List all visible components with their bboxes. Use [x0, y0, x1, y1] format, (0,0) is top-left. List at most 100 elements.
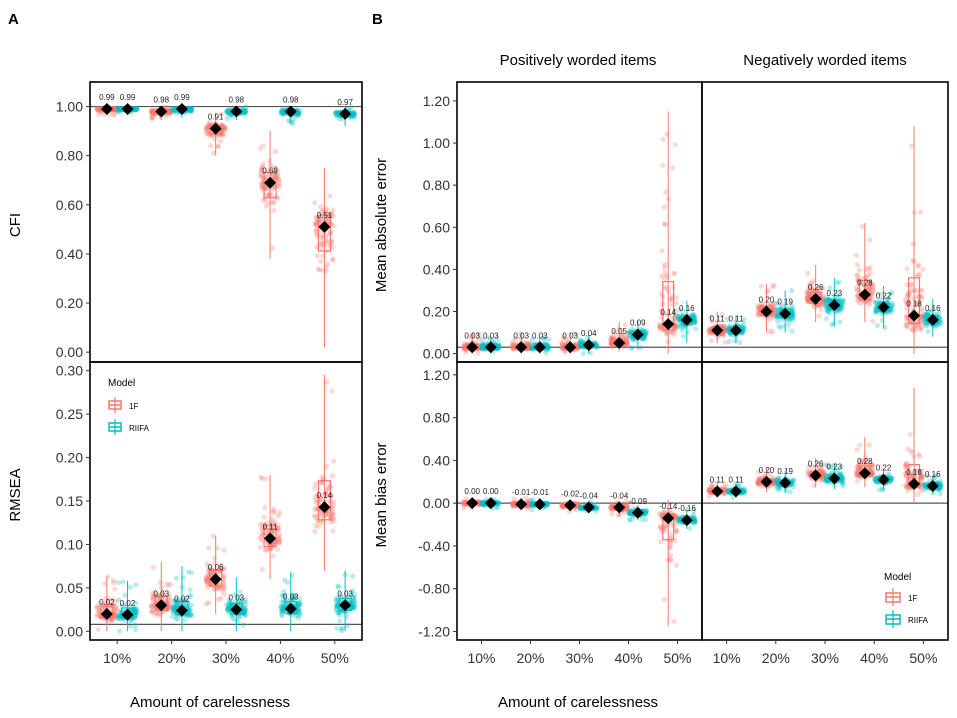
data-point — [351, 110, 357, 117]
data-point — [112, 111, 118, 117]
data-point — [204, 577, 210, 583]
y-tick-label: 0.15 — [56, 493, 83, 509]
data-point — [226, 597, 232, 603]
data-point — [297, 610, 303, 616]
data-point — [188, 602, 194, 608]
data-point — [133, 626, 139, 633]
data-point — [275, 178, 282, 184]
y-tick-label: 1.00 — [56, 99, 83, 115]
y-tick-label: 0.10 — [56, 536, 83, 552]
data-point — [276, 538, 283, 545]
mean-label: -0.02 — [561, 489, 580, 498]
data-point — [149, 110, 155, 116]
data-point — [874, 323, 880, 329]
data-point — [275, 534, 281, 540]
data-point — [260, 532, 266, 538]
mean-label: 0.09 — [630, 319, 646, 328]
x-tick-label: 20% — [516, 650, 544, 666]
data-point — [282, 592, 288, 598]
data-point — [132, 106, 138, 112]
data-point — [732, 338, 738, 344]
data-point — [117, 628, 123, 634]
data-point — [149, 602, 155, 609]
data-point — [324, 238, 330, 244]
data-point — [314, 253, 320, 259]
data-point — [133, 600, 139, 606]
data-point — [170, 108, 176, 114]
data-point — [182, 596, 189, 603]
mean-marker — [209, 122, 222, 135]
data-point — [167, 108, 173, 114]
data-point — [938, 320, 945, 326]
data-point — [170, 598, 176, 605]
data-point — [269, 546, 275, 552]
data-point — [106, 601, 112, 607]
mean-label: -0.14 — [659, 502, 678, 511]
x-tick-label: 40% — [614, 650, 642, 666]
box — [263, 525, 277, 548]
data-point — [331, 223, 337, 229]
data-point — [313, 481, 319, 487]
data-point — [320, 513, 326, 519]
data-point — [662, 262, 668, 268]
data-point — [476, 344, 483, 350]
data-point — [870, 318, 876, 324]
data-point — [163, 113, 169, 119]
data-point — [230, 615, 236, 621]
data-point — [920, 266, 926, 272]
y-tick-label: 0.80 — [423, 410, 450, 426]
data-point — [221, 581, 227, 587]
data-point — [225, 607, 231, 613]
mean-label: 0.02 — [120, 599, 136, 608]
data-point — [312, 221, 318, 227]
data-point — [313, 215, 319, 221]
data-point — [115, 109, 121, 115]
plot-layer: 0.99 0.980.910.690.510.99 0.99 0.98 0.98 0.97… — [56, 81, 949, 666]
data-point — [818, 307, 824, 313]
data-point — [113, 604, 119, 610]
mean-marker — [318, 220, 331, 233]
data-point — [110, 112, 116, 118]
y-tick-label: 0.40 — [56, 246, 83, 262]
data-point — [294, 111, 300, 117]
data-point — [347, 592, 353, 598]
data-point — [330, 505, 336, 511]
data-point — [916, 293, 922, 299]
data-point — [323, 208, 329, 214]
data-point — [113, 614, 119, 620]
data-point — [242, 607, 249, 613]
data-point — [664, 131, 670, 137]
mean-marker — [100, 607, 113, 620]
mean-label: 0.98 — [153, 95, 169, 104]
data-point — [150, 108, 156, 114]
data-point — [639, 517, 645, 523]
data-point — [281, 588, 287, 595]
data-point — [262, 547, 268, 553]
mean-label: 0.03 — [532, 331, 548, 340]
data-point — [170, 609, 176, 615]
data-point — [166, 592, 172, 598]
data-point — [206, 564, 212, 570]
data-point — [297, 107, 303, 114]
data-point — [133, 582, 139, 588]
data-point — [170, 609, 176, 615]
data-point — [212, 585, 218, 591]
data-point — [210, 533, 216, 539]
data-point — [333, 607, 339, 613]
data-point — [204, 578, 210, 584]
data-point — [919, 287, 925, 293]
panel-label-a: A — [8, 11, 19, 28]
data-point — [167, 604, 173, 610]
y-tick-label: 1.00 — [423, 135, 450, 151]
data-point — [278, 604, 284, 610]
data-point — [863, 266, 869, 272]
data-point — [95, 105, 101, 112]
data-point — [349, 604, 355, 611]
data-point — [297, 596, 303, 602]
mean-label: 0.99 — [99, 93, 115, 102]
data-point — [671, 618, 677, 624]
data-point — [322, 491, 328, 497]
y-tick-label: 1.20 — [423, 93, 450, 109]
data-point — [236, 599, 242, 606]
data-point — [187, 107, 193, 113]
